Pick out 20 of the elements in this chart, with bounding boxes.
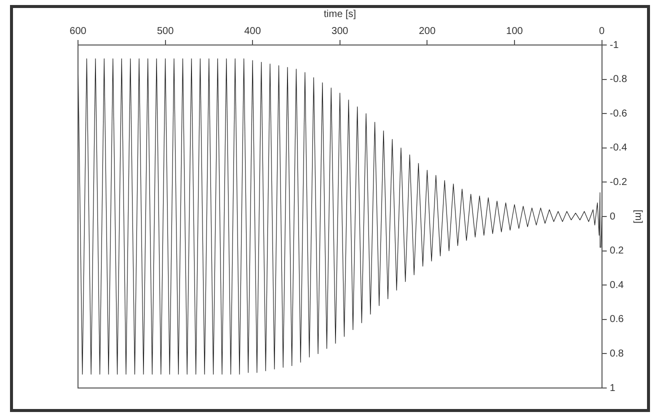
x-tick-label: 200	[418, 26, 436, 37]
x-tick-label: 600	[70, 26, 87, 37]
x-tick-label: 0	[598, 26, 605, 37]
y-tick-label: 0.2	[610, 246, 624, 257]
y-tick-label: 1	[610, 382, 616, 394]
y-tick-label: -0.2	[610, 176, 628, 188]
y-tick-label: -0.4	[610, 142, 628, 154]
y-tick-label: 0.4	[610, 280, 624, 291]
y-tick-label: -1	[610, 40, 620, 51]
y-tick-label: 0	[610, 211, 616, 222]
y-tick-label: -0.8	[610, 74, 628, 86]
x-axis-title: time [s]	[324, 8, 356, 20]
x-tick-label: 400	[244, 26, 262, 37]
y-tick-label: 0.8	[610, 348, 624, 360]
x-tick-label: 500	[156, 26, 174, 37]
y-tick-label: 0.6	[610, 314, 624, 326]
x-tick-label: 100	[506, 26, 524, 37]
y-tick-label: -0.6	[610, 108, 628, 120]
x-tick-label: 300	[332, 26, 349, 37]
y-axis-title: [m]	[632, 210, 644, 224]
